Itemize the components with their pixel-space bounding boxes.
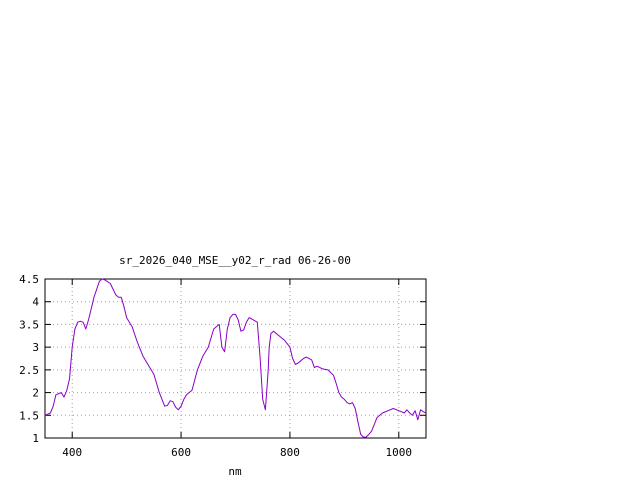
y-tick-label-3: 2.5 (19, 364, 39, 377)
chart-title: sr_2026_040_MSE__y02_r_rad 06-26-00 (119, 254, 351, 267)
x-tick-label-1: 600 (171, 446, 191, 459)
y-tick-label-5: 3.5 (19, 318, 39, 331)
y-tick-label-2: 2 (32, 387, 39, 400)
y-tick-label-1: 1.5 (19, 409, 39, 422)
y-tick-label-6: 4 (32, 296, 39, 309)
x-axis-label: nm (228, 465, 242, 478)
plot-border (44, 278, 427, 439)
y-tick-label-4: 3 (32, 341, 39, 354)
x-tick-label-2: 800 (280, 446, 300, 459)
y-tick-label-7: 4.5 (19, 273, 39, 286)
axes: 1 1.5 2 2.5 3 3.5 4 4.5 400 600 800 1000 (19, 273, 427, 459)
x-tick-label-0: 400 (62, 446, 82, 459)
y-tick-label-0: 1 (32, 432, 39, 445)
series-line-0 (44, 278, 427, 438)
x-tick-label-3: 1000 (386, 446, 413, 459)
grid-lines (45, 279, 426, 438)
series-group (44, 278, 427, 438)
